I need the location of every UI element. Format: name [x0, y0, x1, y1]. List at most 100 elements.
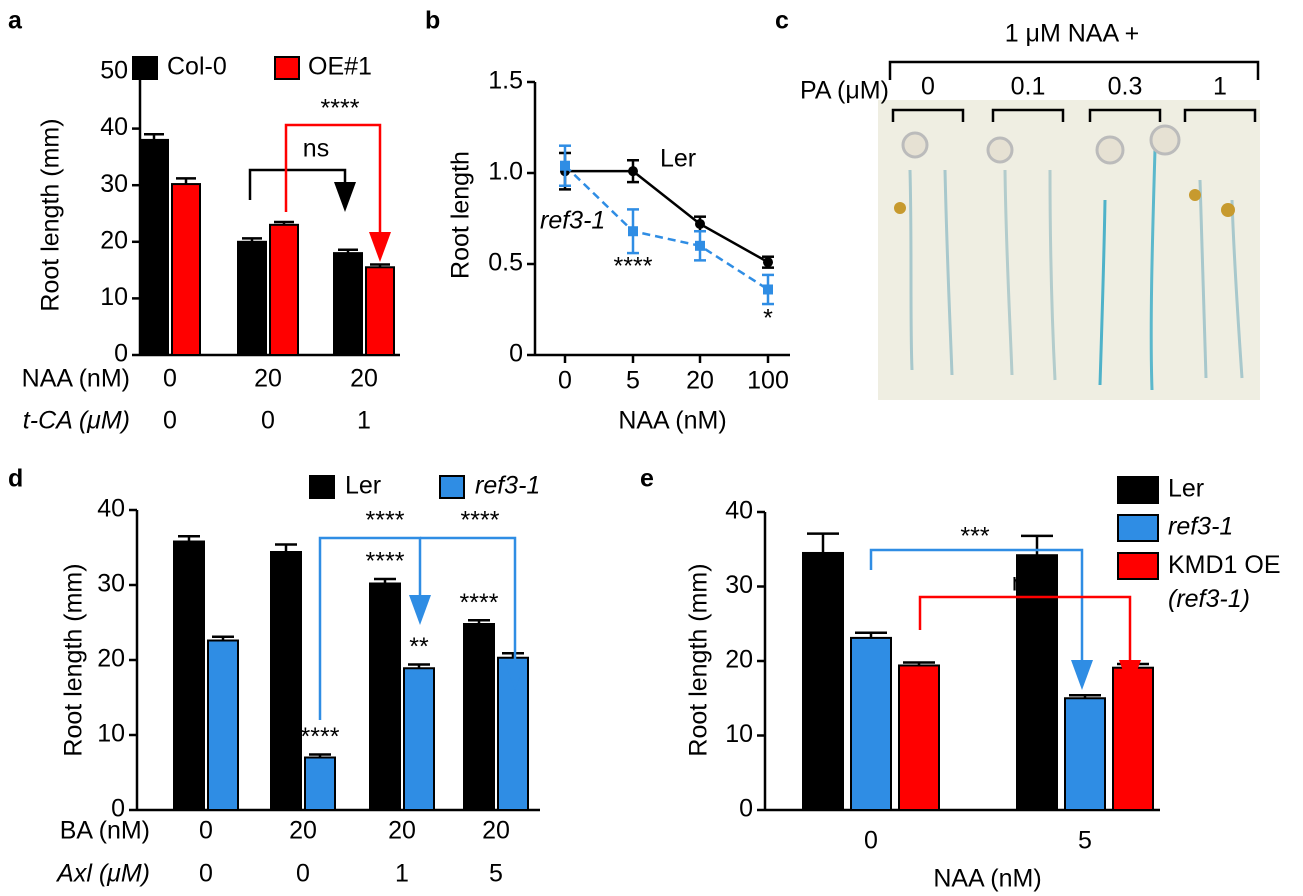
x-tick-label: 20 [482, 817, 510, 845]
bar [304, 756, 336, 811]
comparison-bracket [284, 123, 382, 236]
legend-swatch [1117, 514, 1159, 542]
y-tick-label: 10 [97, 720, 125, 748]
bar [403, 667, 435, 811]
x-tick-label: 20 [289, 817, 317, 845]
group-bracket [891, 108, 965, 122]
row-label-2: t-CA (μM) [23, 407, 130, 435]
y-tick-label: 30 [97, 570, 125, 598]
comparison-label: ns [1012, 569, 1038, 597]
x-axis-label: NAA (nM) [618, 407, 726, 435]
annotation: * [763, 305, 773, 333]
comparison-label: **** [321, 95, 360, 123]
seedlings [894, 124, 1244, 391]
comparison-bracket [248, 168, 347, 200]
legend-swatch [309, 475, 335, 499]
bar [237, 240, 267, 356]
x-tick-label-2: 0 [261, 407, 275, 435]
y-tick-label: 1.0 [488, 158, 523, 186]
row-label: PA (μM) [800, 77, 889, 105]
significance-label: ** [409, 633, 429, 661]
x-tick-label: 0 [558, 367, 572, 395]
comparison-bracket [318, 536, 422, 720]
panel-label: c [775, 7, 789, 35]
comparison-label: **** [461, 507, 500, 535]
legend-swatch [132, 56, 158, 80]
group-bracket [991, 108, 1065, 122]
panel-label: a [8, 7, 23, 35]
series-label: ref3-1 [540, 207, 605, 235]
y-tick-label: 10 [725, 720, 753, 748]
x-tick-label: 20 [254, 365, 282, 393]
legend-label: OE#1 [308, 53, 372, 81]
significance-label: **** [301, 723, 340, 751]
x-tick-label-2: 1 [395, 860, 409, 888]
y-tick-label: 0 [114, 340, 128, 368]
bar [269, 223, 299, 356]
point [628, 226, 638, 237]
comparison-label: ns [303, 135, 329, 163]
x-tick-label-2: 0 [296, 860, 310, 888]
point [763, 284, 773, 295]
x-tick-label-2: 1 [357, 407, 371, 435]
bar [463, 623, 495, 811]
legend-label: ref3-1 [1168, 513, 1233, 541]
comparison-label: *** [960, 523, 989, 551]
y-tick-label: 30 [725, 571, 753, 599]
bar [173, 540, 205, 811]
bar [369, 582, 401, 811]
x-tick-label: 0 [199, 817, 213, 845]
legend-label: KMD1 OE (ref3-1) [1168, 551, 1281, 613]
x-tick-label: 20 [686, 367, 714, 395]
row-label: NAA (nM) [22, 365, 130, 393]
comparison-bracket-head [409, 595, 431, 625]
bar [850, 636, 892, 812]
y-tick-label: 40 [100, 113, 128, 141]
series-label: Ler [660, 145, 696, 173]
group-label: 0 [921, 73, 935, 101]
group-label: 1 [1213, 73, 1227, 101]
x-tick-label-2: 5 [489, 860, 503, 888]
y-axis-label: Root length [447, 151, 475, 279]
y-tick-label: 20 [725, 646, 753, 674]
legend-label: Ler [1168, 475, 1204, 503]
bar [802, 551, 844, 811]
bar [207, 639, 239, 811]
comparison-label: **** [366, 507, 405, 535]
bar [139, 138, 169, 356]
y-tick-label: 0 [509, 340, 523, 368]
title-bracket [888, 60, 1260, 80]
legend-swatch [439, 475, 465, 499]
x-tick-label-2: 0 [163, 407, 177, 435]
comparison-bracket [420, 536, 517, 664]
bar [1064, 697, 1106, 811]
x-tick-label: 5 [626, 367, 640, 395]
legend-swatch [274, 56, 300, 80]
x-tick-label: 20 [350, 365, 378, 393]
x-tick-label-2: 0 [199, 860, 213, 888]
comparison-bracket-head [369, 232, 391, 262]
comparison-bracket [918, 595, 1132, 664]
y-axis-label: Root length (mm) [37, 118, 65, 311]
row-label: BA (nM) [60, 817, 150, 845]
point [763, 257, 773, 268]
y-tick-label: 50 [100, 57, 128, 85]
significance-label: **** [460, 589, 499, 617]
comparison-bracket-head [334, 182, 356, 212]
y-tick-label: 20 [100, 226, 128, 254]
y-tick-label: 40 [725, 497, 753, 525]
bar [270, 551, 302, 811]
group-label: 0.1 [1011, 73, 1046, 101]
y-tick-label: 10 [100, 283, 128, 311]
x-tick-label: 100 [747, 367, 789, 395]
bar [898, 664, 940, 811]
point [695, 240, 705, 251]
y-tick-label: 20 [97, 645, 125, 673]
x-axis-label: NAA (nM) [933, 865, 1041, 893]
legend-label: Ler [345, 472, 381, 500]
legend-swatch [1117, 552, 1159, 580]
comparison-bracket-head [504, 660, 526, 690]
bar [333, 252, 363, 356]
y-tick-label: 0 [111, 795, 125, 823]
